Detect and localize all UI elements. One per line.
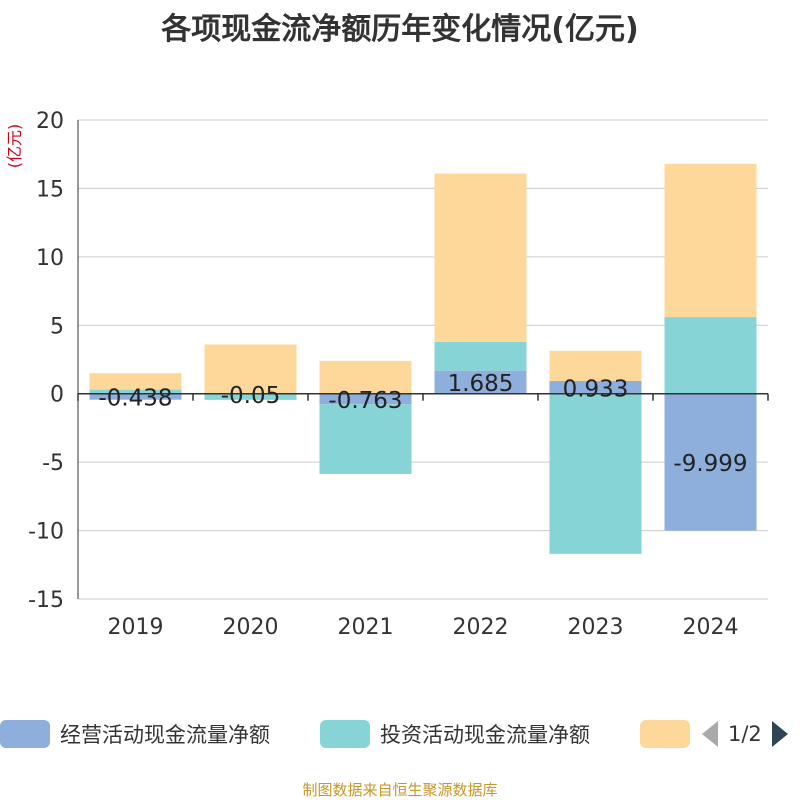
chart-title: 各项现金流净额历年变化情况(亿元) [161, 12, 639, 47]
bar-investing-2024 [664, 317, 757, 394]
bar-financing-2023 [549, 350, 642, 381]
bar-investing-2022 [434, 341, 527, 371]
y-tick-label: 20 [36, 109, 64, 134]
y-tick-label: -10 [28, 520, 64, 545]
triangle-left-icon[interactable] [700, 719, 720, 749]
bar-operating-2021 [319, 393, 412, 405]
y-tick-label: 0 [50, 383, 64, 408]
bar-operating-2024 [664, 393, 757, 531]
bar-operating-2023 [549, 380, 642, 394]
bar-operating-2019 [89, 393, 182, 400]
x-tick-label: 2021 [338, 615, 394, 640]
data-label-operating-2024: -9.999 [673, 451, 747, 477]
data-label-operating-2023: 0.933 [563, 376, 629, 402]
data-label-operating-2020: -0.05 [221, 383, 281, 409]
bar-investing-2021 [319, 404, 412, 474]
legend-page-indicator: 1/2 [728, 722, 762, 746]
bar-investing-2023 [549, 393, 642, 554]
x-tick-label: 2022 [453, 615, 509, 640]
x-tick-label: 2024 [683, 615, 739, 640]
data-source-footer: 制图数据来自恒生聚源数据库 [302, 781, 498, 799]
bar-financing-2021 [319, 360, 412, 394]
data-label-operating-2021: -0.763 [328, 388, 402, 414]
legend-item-financing[interactable] [640, 716, 690, 752]
x-tick-label: 2019 [108, 615, 164, 640]
bar-investing-2019 [89, 389, 182, 394]
legend-label-operating: 经营活动现金流量净额 [60, 723, 270, 747]
legend-label-investing: 投资活动现金流量净额 [380, 723, 590, 747]
y-axis-unit-label: (亿元) [5, 124, 24, 169]
x-tick-label: 2023 [568, 615, 624, 640]
y-tick-label: 5 [50, 314, 64, 339]
bar-investing-2020 [204, 394, 297, 400]
y-tick-label: 10 [36, 246, 64, 271]
y-tick-label: -5 [42, 451, 64, 476]
legend-swatch-financing [640, 720, 690, 748]
legend-swatch-investing [320, 720, 370, 748]
bar-financing-2022 [434, 173, 527, 342]
bar-operating-2022 [434, 370, 527, 394]
triangle-right-icon[interactable] [770, 719, 790, 749]
bar-financing-2020 [204, 344, 297, 394]
legend: 经营活动现金流量净额 投资活动现金流量净额 1/2 [0, 716, 800, 752]
legend-swatch-operating [0, 720, 50, 748]
bar-financing-2019 [89, 373, 182, 390]
y-tick-label: -15 [28, 588, 64, 613]
legend-pager: 1/2 [700, 716, 790, 752]
cashflow-bar-chart: -15 -10 -5 0 5 10 15 20 (亿元) 2019 2020 2021 2022 2023… [5, 109, 769, 640]
legend-item-operating[interactable]: 经营活动现金流量净额 [0, 716, 270, 752]
y-tick-label: 15 [36, 177, 64, 202]
data-label-operating-2019: -0.438 [98, 386, 172, 412]
bar-financing-2024 [664, 163, 757, 318]
legend-item-investing[interactable]: 投资活动现金流量净额 [320, 716, 590, 752]
x-tick-label: 2020 [223, 615, 279, 640]
data-label-operating-2022: 1.685 [448, 371, 514, 397]
